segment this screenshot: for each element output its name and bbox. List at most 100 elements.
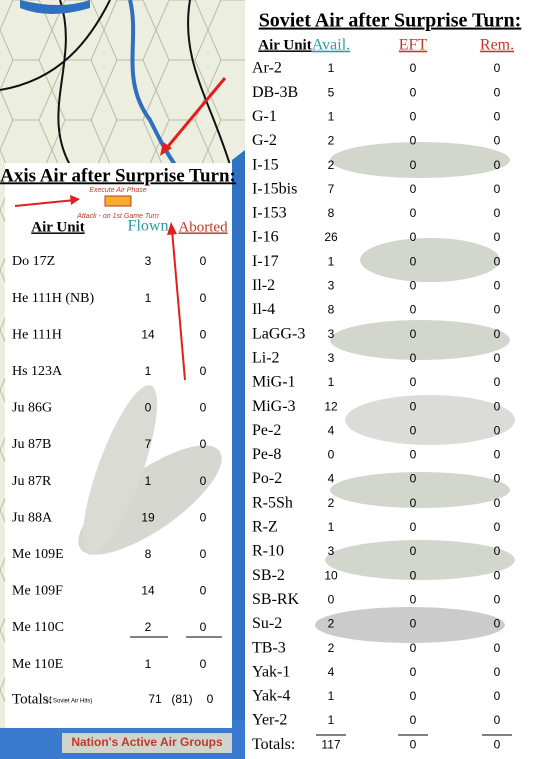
cell: 0 <box>494 158 501 172</box>
unit-name: I-17 <box>252 253 279 270</box>
cell: 0 <box>410 85 417 99</box>
cell: 1 <box>328 254 335 268</box>
cell: 0 <box>410 327 417 341</box>
unit-name: Ju 86G <box>12 401 52 416</box>
cell: 0 <box>410 520 417 534</box>
unit-name: Pe-8 <box>252 446 281 463</box>
aborted: 0 <box>200 437 207 451</box>
cell: 4 <box>328 472 335 486</box>
unit-name: He 111H <box>12 327 62 342</box>
cell: 2 <box>328 134 335 148</box>
road <box>0 0 231 166</box>
cell: 3 <box>328 544 335 558</box>
unit-name: Li-2 <box>252 349 280 366</box>
note: Execute Air Phase <box>89 187 146 194</box>
cell: 0 <box>494 182 501 196</box>
unit-name: Ju 87R <box>12 474 52 489</box>
cell: 0 <box>410 254 417 268</box>
surprise-badge <box>104 195 132 207</box>
cell: 0 <box>410 617 417 631</box>
flown: 0 <box>145 401 152 415</box>
cell: 0 <box>494 375 501 389</box>
lake <box>20 0 90 14</box>
cell: 0 <box>494 689 501 703</box>
totals-label: Totals: <box>252 736 295 753</box>
unit-name: TB-3 <box>252 639 286 656</box>
flown: 14 <box>141 327 155 341</box>
cell: 0 <box>410 641 417 655</box>
unit-name: Po-2 <box>252 470 282 487</box>
cell: 0 <box>410 592 417 606</box>
cell: 7 <box>328 182 335 196</box>
cell: 0 <box>410 448 417 462</box>
unit-name: Yer-2 <box>252 712 287 729</box>
unit-name: G-2 <box>252 132 277 149</box>
unit-name: LaGG-3 <box>252 325 305 342</box>
flown: 19 <box>141 510 155 524</box>
unit-name: I-16 <box>252 229 279 246</box>
cell: 0 <box>410 206 417 220</box>
cell: 0 <box>494 665 501 679</box>
aborted: 0 <box>200 620 207 634</box>
cell: 0 <box>410 230 417 244</box>
cell: 3 <box>328 351 335 365</box>
unit-name: Me 110C <box>12 620 64 635</box>
cell: 8 <box>328 303 335 317</box>
cell: 0 <box>410 665 417 679</box>
soviet-panel <box>245 0 535 759</box>
header: EFT <box>399 37 428 54</box>
header: Air Unit <box>258 37 311 53</box>
cell: 0 <box>494 85 501 99</box>
unit-name: R-10 <box>252 543 284 560</box>
unit-name: MiG-1 <box>252 374 296 391</box>
total: 0 <box>207 692 214 706</box>
cell: 0 <box>494 568 501 582</box>
flown: 7 <box>145 437 152 451</box>
totals-label: Totals: <box>12 691 53 707</box>
unit-name: Ar-2 <box>252 60 282 77</box>
cell: 1 <box>328 375 335 389</box>
cell: 0 <box>410 109 417 123</box>
arrow <box>163 77 227 151</box>
cell: 0 <box>410 351 417 365</box>
unit-name: G-1 <box>252 108 277 125</box>
cell: 0 <box>494 303 501 317</box>
cell: 0 <box>410 568 417 582</box>
cell: 0 <box>410 158 417 172</box>
aborted: 0 <box>200 474 207 488</box>
cell: 0 <box>494 109 501 123</box>
cell: 0 <box>494 254 501 268</box>
map-label[interactable]: Nation's Active Air Groups <box>71 735 223 749</box>
cell: 0 <box>410 399 417 413</box>
cell: 0 <box>494 737 501 751</box>
cell: 1 <box>328 713 335 727</box>
cell: 0 <box>494 399 501 413</box>
cell: 0 <box>410 182 417 196</box>
flown: 8 <box>145 547 152 561</box>
aborted: 0 <box>200 657 207 671</box>
water <box>232 150 245 759</box>
cell: 2 <box>328 617 335 631</box>
cell: 0 <box>328 448 335 462</box>
header: Air Unit <box>31 219 84 235</box>
unit-name: Pe-2 <box>252 422 281 439</box>
unit-name: I-15 <box>252 156 279 173</box>
cell: 0 <box>410 61 417 75</box>
unit-name: Il-4 <box>252 301 275 318</box>
header: Avail. <box>312 37 350 54</box>
cell: 0 <box>494 423 501 437</box>
aborted: 0 <box>200 364 207 378</box>
arrow <box>171 229 186 381</box>
unit-name: Me 109E <box>12 547 64 562</box>
cell: 2 <box>328 496 335 510</box>
cell: 1 <box>328 520 335 534</box>
cell: 0 <box>494 279 501 293</box>
cell: 0 <box>410 472 417 486</box>
unit-name: Do 17Z <box>12 254 55 269</box>
cell: 0 <box>494 61 501 75</box>
flown: 1 <box>145 364 152 378</box>
unit-name: Yak-4 <box>252 688 290 705</box>
cell: 0 <box>410 375 417 389</box>
cell: 0 <box>410 737 417 751</box>
